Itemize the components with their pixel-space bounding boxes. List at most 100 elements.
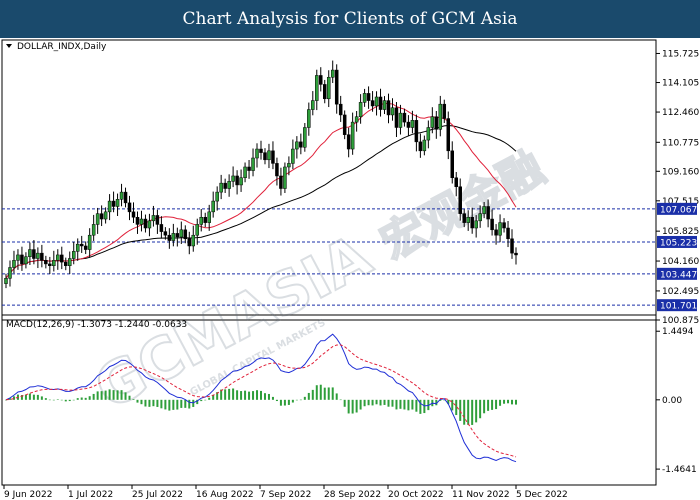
histogram-bar: [475, 399, 478, 423]
histogram-bar: [100, 391, 103, 400]
histogram-bar: [455, 399, 458, 416]
candle-body: [406, 121, 411, 128]
level-badge: [657, 202, 697, 215]
histogram-bar: [443, 399, 446, 401]
candle-body: [171, 233, 176, 241]
histogram-bar: [435, 399, 438, 406]
candle-body: [454, 177, 458, 187]
histogram-bar: [208, 397, 211, 400]
candle-body: [295, 141, 299, 150]
histogram-bar: [132, 399, 135, 400]
candle-body: [155, 215, 160, 225]
histogram-bar: [160, 399, 163, 409]
candle-body: [75, 243, 80, 252]
histogram-bar: [124, 392, 127, 400]
histogram-bar: [351, 399, 354, 414]
candle-body: [346, 134, 351, 150]
price-tick-label: 109.160: [662, 167, 699, 177]
candle-body: [227, 181, 231, 189]
watermark: GCMASIA 宏观金融 GLOBAL CAPITAL MARKETS: [83, 141, 553, 424]
macd-panel-label: MACD(12,26,9) -1.3073 -1.2440 -0.0633: [6, 320, 187, 330]
candle-body: [207, 211, 211, 223]
candle-body: [167, 234, 172, 241]
candle-body: [386, 100, 391, 116]
histogram-bar: [188, 399, 191, 409]
candle-body: [378, 96, 383, 110]
candle-body: [68, 258, 72, 266]
candle-body: [223, 182, 227, 189]
candle-body: [175, 233, 180, 238]
candle-body: [247, 166, 251, 171]
histogram-bar: [311, 389, 314, 400]
candle-body: [338, 103, 343, 116]
histogram-bar: [275, 399, 278, 402]
candle-body: [115, 199, 120, 207]
histogram-bar: [244, 390, 247, 400]
candle-body: [366, 93, 371, 101]
histogram-bar: [180, 399, 183, 408]
macd-tick-label: -1.4641: [662, 465, 697, 475]
candle-body: [450, 150, 454, 179]
histogram-bar: [96, 391, 99, 400]
histogram-bar: [491, 399, 494, 410]
candle-body: [410, 120, 415, 128]
level-badge-label: 101.701: [660, 302, 697, 312]
histogram-bar: [40, 396, 43, 400]
candle-body: [251, 157, 255, 171]
histogram-bar: [419, 399, 422, 414]
macd-histogram: [5, 384, 517, 425]
candle-body: [474, 220, 478, 229]
candle-body: [179, 229, 184, 238]
candle-body: [191, 234, 196, 247]
histogram-bar: [287, 399, 290, 405]
x-tick-label: 9 Jun 2022: [4, 490, 52, 500]
candle-body: [127, 202, 132, 213]
histogram-bar: [367, 399, 370, 406]
candle-body: [95, 213, 100, 225]
histogram-bar: [36, 394, 39, 400]
histogram-bar: [216, 392, 219, 400]
histogram-bar: [68, 399, 71, 402]
histogram-bar: [108, 389, 111, 400]
candle-body: [48, 263, 52, 266]
candle-body: [374, 96, 379, 107]
histogram-bar: [355, 399, 358, 413]
candle-body: [36, 252, 40, 259]
histogram-bar: [511, 399, 514, 405]
level-badge: [657, 299, 697, 312]
candle-body: [135, 216, 140, 225]
candle-body: [430, 116, 435, 128]
x-tick-label: 25 Jul 2022: [132, 490, 183, 500]
histogram-bar: [395, 399, 398, 410]
histogram-bar: [136, 399, 139, 403]
candle-body: [139, 218, 144, 225]
histogram-bar: [32, 394, 35, 400]
candle-body: [394, 107, 399, 128]
candle-body: [414, 120, 419, 143]
histogram-bar: [256, 390, 259, 400]
histogram-bar: [503, 399, 506, 404]
candle-body: [143, 218, 148, 229]
candle-body: [259, 148, 263, 153]
candle-body: [354, 116, 359, 123]
histogram-bar: [387, 399, 390, 407]
x-tick-label: 5 Dec 2022: [516, 490, 568, 500]
histogram-bar: [120, 390, 123, 400]
histogram-bar: [232, 388, 235, 400]
histogram-bar: [228, 388, 231, 400]
candle-body: [442, 103, 447, 119]
candle-body: [486, 206, 490, 220]
histogram-bar: [164, 399, 167, 410]
candle-body: [482, 206, 486, 214]
candle-body: [211, 200, 215, 213]
candle-body: [119, 191, 124, 200]
candle-body: [267, 150, 271, 161]
candle-body: [279, 175, 283, 189]
dropdown-triangle-icon: [6, 44, 12, 48]
histogram-bar: [200, 399, 203, 402]
candle-body: [438, 103, 443, 130]
histogram-bar: [144, 399, 147, 407]
candle-body: [159, 224, 164, 232]
histogram-bar: [56, 399, 59, 400]
candle-body: [56, 254, 60, 261]
